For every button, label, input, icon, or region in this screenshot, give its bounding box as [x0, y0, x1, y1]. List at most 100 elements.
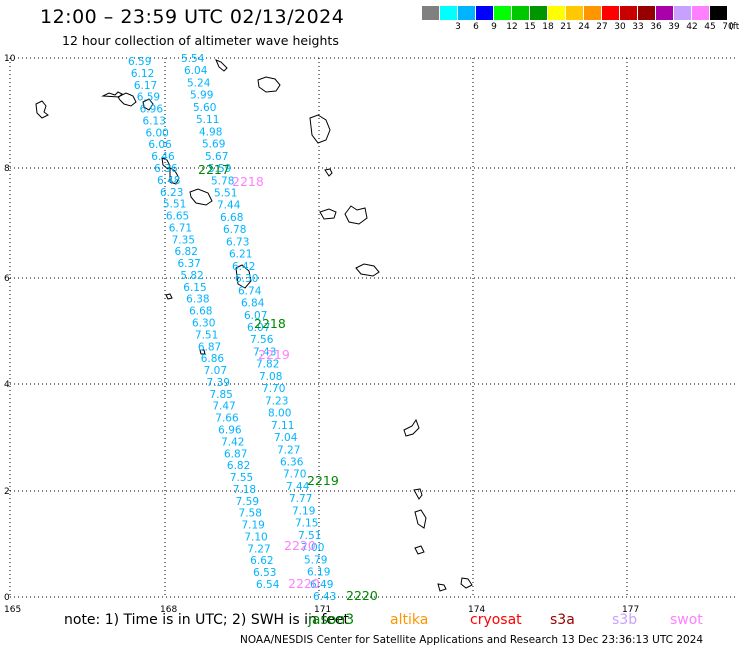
wave-height-value: 5.82 — [180, 270, 203, 282]
island — [142, 98, 154, 111]
wave-height-value: 6.38 — [186, 294, 209, 306]
legend-cryosat: cryosat — [470, 612, 522, 628]
wave-height-value: 6.48 — [157, 175, 180, 187]
wave-height-value: 6.49 — [310, 579, 333, 591]
lat-lon-grid: 165 168 171 174 177 0 2 4 6 8 10 — [4, 54, 735, 615]
wave-height-value: 7.66 — [215, 413, 239, 425]
wave-height-value: 7.59 — [236, 496, 259, 508]
wave-height-value: 6.54 — [256, 579, 280, 591]
wave-height-value: 7.27 — [247, 543, 270, 555]
wave-height-value: 6.30 — [192, 318, 215, 330]
wave-height-value: 6.15 — [183, 282, 206, 294]
wave-height-value: 7.04 — [274, 432, 298, 444]
wave-height-value: 6.87 — [224, 448, 247, 460]
wave-height-value: 5.69 — [202, 139, 225, 151]
wave-height-value: 6.30 — [235, 273, 258, 285]
legend-swatch — [440, 6, 457, 20]
y-tick-label: 2 — [4, 487, 10, 497]
island — [403, 418, 420, 437]
island — [161, 157, 171, 170]
legend-swatch — [638, 6, 655, 20]
legend-tick-label: 39 — [668, 22, 680, 32]
pass-label: 2218 — [232, 174, 264, 189]
legend-tick-label: 33 — [632, 22, 644, 32]
wave-height-value: 7.42 — [221, 436, 244, 448]
wave-height-value: 6.04 — [184, 65, 208, 77]
wave-height-value: 6.43 — [313, 591, 336, 603]
wave-height-value: 6.13 — [143, 115, 166, 127]
wave-height-value: 7.18 — [233, 484, 256, 496]
wave-height-value: 7.08 — [259, 371, 282, 383]
island-outlines — [35, 59, 473, 592]
island — [414, 545, 425, 555]
legend-swatch — [476, 6, 493, 20]
wave-height-value: 7.85 — [209, 389, 232, 401]
legend-swatch — [458, 6, 475, 20]
x-tick-label: 177 — [622, 605, 639, 615]
island — [169, 167, 180, 185]
island — [309, 114, 331, 144]
wave-height-value: 7.00 — [301, 542, 324, 554]
wave-height-value: 6.36 — [154, 163, 178, 175]
y-tick-label: 0 — [4, 593, 10, 603]
wave-height-value: 7.44 — [286, 481, 310, 493]
legend-tick-label: 36 — [650, 22, 662, 32]
wave-height-value: 6.00 — [145, 127, 168, 139]
wave-height-value: 7.23 — [265, 395, 288, 407]
legend-s3b: s3b — [612, 612, 638, 628]
legend-tick-label: 12 — [506, 22, 518, 32]
legend-tick-label: 45 — [704, 22, 716, 32]
legend-swatch — [422, 6, 439, 20]
pass-label: 2218 — [254, 316, 286, 331]
legend-tick-label: 70 — [722, 22, 734, 32]
island — [215, 59, 228, 72]
wave-height-value: 6.65 — [166, 211, 189, 223]
wave-height-value: 7.82 — [256, 359, 279, 371]
map-subtitle: 12 hour collection of altimeter wave hei… — [62, 33, 339, 48]
legend-swatch — [512, 6, 529, 20]
wave-height-value: 7.07 — [204, 365, 227, 377]
legend-tick-label: 24 — [578, 22, 590, 32]
island — [199, 349, 206, 355]
legend-tick-label: 18 — [542, 22, 554, 32]
altimeter-tracks: 6.596.126.176.596.966.136.006.066.466.36… — [128, 53, 336, 603]
wave-height-value: 5.24 — [187, 77, 211, 89]
credit-line: NOAA/NESDIS Center for Satellite Applica… — [240, 634, 704, 646]
legend-tick-label: 3 — [455, 22, 461, 32]
wave-height-value: 8.00 — [268, 408, 291, 420]
wave-height-value: 5.54 — [181, 53, 205, 65]
wave-height-value: 7.70 — [283, 469, 306, 481]
wave-height-value: 6.84 — [241, 298, 265, 310]
legend-swatch — [710, 6, 727, 20]
island — [344, 205, 368, 225]
legend-tick-label: 6 — [473, 22, 479, 32]
wave-height-value: 7.51 — [195, 329, 218, 341]
x-tick-label: 165 — [4, 605, 21, 615]
wave-height-value: 7.35 — [172, 234, 195, 246]
island — [117, 92, 137, 107]
legend-swatch — [584, 6, 601, 20]
wave-height-value: 5.99 — [190, 90, 213, 102]
legend-swatch — [530, 6, 547, 20]
legend-swatch — [602, 6, 619, 20]
wave-height-value: 5.59 — [208, 163, 231, 175]
wave-height-value: 6.71 — [169, 222, 192, 234]
wave-height-value: 5.78 — [211, 175, 234, 187]
legend-swatch — [566, 6, 583, 20]
note-text: note: 1) Time is in UTC; 2) SWH is in fe… — [64, 612, 350, 628]
wave-height-value: 6.07 — [244, 310, 267, 322]
island — [165, 293, 173, 300]
legend-swatch — [692, 6, 709, 20]
island — [235, 264, 252, 289]
legend-tick-label: 15 — [524, 22, 536, 32]
wave-height-value: 7.70 — [262, 383, 285, 395]
wave-height-value: 6.06 — [148, 139, 172, 151]
island — [413, 488, 423, 500]
island — [460, 577, 473, 589]
pass-label: 2220 — [346, 588, 378, 603]
legend-swatch — [620, 6, 637, 20]
legend-s3a: s3a — [550, 612, 575, 628]
island — [414, 509, 427, 529]
legend-swatch — [494, 6, 511, 20]
